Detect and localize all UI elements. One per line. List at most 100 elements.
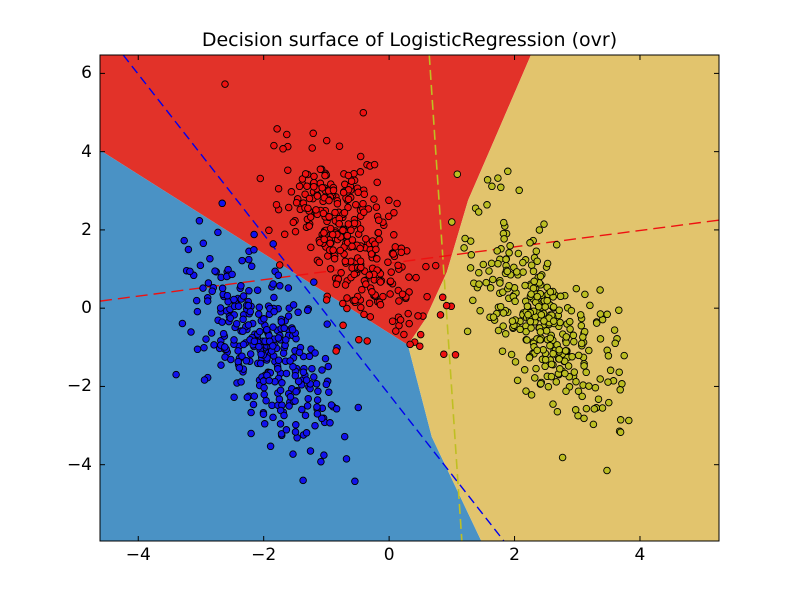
scatter-point-class-2-yellow <box>577 321 586 330</box>
y-tick-label: 4 <box>81 141 92 162</box>
scatter-point-class-1-red <box>356 244 364 253</box>
scatter-point-class-2-yellow <box>540 220 548 228</box>
scatter-point-class-1-red <box>333 199 342 208</box>
scatter-point-class-0-blue <box>247 408 255 417</box>
scatter-point-class-2-yellow <box>466 264 475 272</box>
scatter-point-class-1-red <box>326 224 335 233</box>
scatter-point-class-0-blue <box>266 442 275 451</box>
scatter-point-class-2-yellow <box>577 339 586 348</box>
scatter-point-class-1-red <box>422 262 430 271</box>
scatter-point-class-2-yellow <box>520 366 529 374</box>
scatter-point-class-2-yellow <box>496 302 505 311</box>
scatter-point-class-0-blue <box>292 421 300 429</box>
scatter-point-class-2-yellow <box>564 362 573 370</box>
scatter-point-class-0-blue <box>230 336 238 344</box>
scatter-point-class-1-red <box>341 281 350 289</box>
y-tick-label: −4 <box>66 454 92 475</box>
scatter-point-class-1-red <box>360 208 368 216</box>
scatter-point-class-0-blue <box>327 401 336 409</box>
scatter-point-class-0-blue <box>210 341 218 349</box>
scatter-point-class-1-red <box>310 172 318 181</box>
scatter-point-class-1-red <box>284 166 292 174</box>
scatter-point-class-1-red <box>368 288 376 296</box>
scatter-point-class-0-blue <box>218 284 227 293</box>
scatter-point-class-0-blue <box>180 236 188 245</box>
scatter-point-class-2-yellow <box>596 335 605 343</box>
scatter-point-class-2-yellow <box>546 334 555 342</box>
scatter-point-class-0-blue <box>211 267 219 275</box>
scatter-point-class-2-yellow <box>561 347 570 355</box>
scatter-point-class-2-yellow <box>448 218 456 226</box>
scatter-point-class-2-yellow <box>532 364 540 373</box>
scatter-point-class-1-red <box>320 229 328 237</box>
scatter-point-class-1-red <box>386 277 395 285</box>
scatter-point-class-0-blue <box>172 370 180 379</box>
scatter-point-class-2-yellow <box>521 281 529 290</box>
scatter-point-class-0-blue <box>289 301 298 309</box>
scatter-point-class-2-yellow <box>615 368 623 376</box>
scatter-point-class-2-yellow <box>494 326 503 335</box>
scatter-point-class-1-red <box>313 192 322 200</box>
scatter-point-class-1-red <box>386 290 394 298</box>
scatter-point-class-2-yellow <box>479 260 488 269</box>
scatter-point-class-1-red <box>347 177 356 185</box>
scatter-point-class-1-red <box>404 309 412 318</box>
scatter-point-class-2-yellow <box>555 306 563 314</box>
scatter-point-class-1-red <box>341 257 350 266</box>
chart-title: Decision surface of LogisticRegression (… <box>201 29 618 51</box>
scatter-point-class-2-yellow <box>556 318 564 327</box>
scatter-point-class-2-yellow <box>504 167 512 176</box>
scatter-point-class-0-blue <box>260 420 269 428</box>
scatter-point-class-0-blue <box>278 379 286 387</box>
scatter-point-class-2-yellow <box>604 352 613 360</box>
scatter-point-class-2-yellow <box>475 280 483 288</box>
scatter-point-class-1-red <box>358 285 366 294</box>
scatter-point-class-1-red <box>451 351 460 359</box>
scatter-point-class-1-red <box>326 239 334 248</box>
scatter-point-class-1-red <box>273 125 281 133</box>
scatter-point-class-0-blue <box>269 323 277 331</box>
scatter-point-class-2-yellow <box>483 176 492 184</box>
scatter-point-class-2-yellow <box>519 268 527 276</box>
scatter-point-class-2-yellow <box>485 267 493 275</box>
scatter-point-class-2-yellow <box>542 327 551 335</box>
scatter-point-class-0-blue <box>274 365 282 373</box>
scatter-point-class-0-blue <box>318 366 326 374</box>
scatter-point-class-1-red <box>332 280 341 288</box>
scatter-point-class-0-blue <box>284 284 293 292</box>
scatter-point-class-1-red <box>416 342 424 350</box>
scatter-point-class-2-yellow <box>547 360 556 369</box>
scatter-point-class-1-red <box>385 196 393 205</box>
scatter-point-class-0-blue <box>243 393 252 402</box>
scatter-point-class-1-red <box>356 225 365 233</box>
scatter-point-class-0-blue <box>200 343 208 352</box>
scatter-point-class-0-blue <box>292 387 300 396</box>
scatter-point-class-1-red <box>348 242 356 251</box>
scatter-point-class-1-red <box>335 220 343 228</box>
scatter-point-class-1-red <box>310 182 318 191</box>
scatter-point-class-0-blue <box>282 426 291 434</box>
scatter-point-class-1-red <box>329 246 337 254</box>
scatter-point-class-1-red <box>275 261 284 269</box>
scatter-point-class-1-red <box>442 301 451 310</box>
scatter-point-class-1-red <box>305 194 314 203</box>
scatter-point-class-2-yellow <box>534 302 543 311</box>
scatter-point-class-2-yellow <box>562 333 571 341</box>
scatter-point-class-1-red <box>356 168 365 176</box>
scatter-point-class-0-blue <box>280 411 288 420</box>
scatter-point-class-0-blue <box>270 293 278 302</box>
scatter-point-class-2-yellow <box>561 369 569 378</box>
scatter-point-class-1-red <box>332 347 340 355</box>
scatter-point-class-2-yellow <box>558 453 567 462</box>
scatter-point-class-1-red <box>387 268 395 276</box>
scatter-point-class-0-blue <box>232 319 241 328</box>
scatter-point-class-0-blue <box>244 321 253 329</box>
scatter-point-class-1-red <box>344 195 353 204</box>
scatter-point-class-1-red <box>306 213 315 221</box>
scatter-point-class-2-yellow <box>603 310 611 319</box>
scatter-point-class-2-yellow <box>596 375 604 383</box>
scatter-point-class-0-blue <box>314 387 322 396</box>
scatter-point-class-2-yellow <box>523 336 531 344</box>
scatter-point-class-2-yellow <box>493 247 501 255</box>
